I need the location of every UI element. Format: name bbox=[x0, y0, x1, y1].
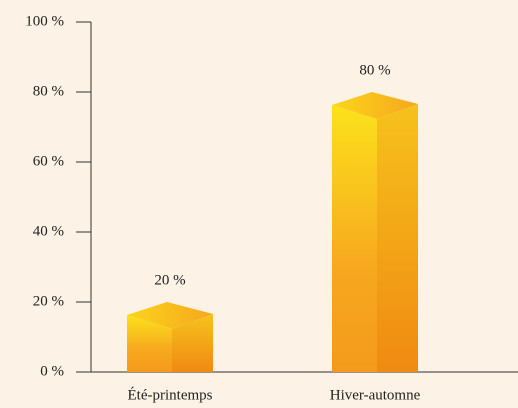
y-tick-label: 20 % bbox=[33, 293, 64, 309]
bar bbox=[332, 92, 418, 372]
x-tick-label: Été-printemps bbox=[128, 386, 213, 403]
x-tick-label: Hiver-automne bbox=[330, 387, 421, 403]
bar-top bbox=[332, 92, 418, 119]
bar-top bbox=[127, 302, 213, 329]
bar-side bbox=[377, 104, 418, 372]
y-tick-label: 100 % bbox=[25, 13, 64, 29]
y-tick-label: 40 % bbox=[33, 223, 64, 239]
y-tick-label: 60 % bbox=[33, 153, 64, 169]
y-tick-label: 80 % bbox=[33, 83, 64, 99]
y-tick-label: 0 % bbox=[40, 363, 64, 379]
value-label: 80 % bbox=[359, 62, 390, 78]
bar-front bbox=[332, 105, 377, 372]
value-label: 20 % bbox=[154, 272, 185, 288]
bar-front bbox=[127, 315, 172, 372]
bar bbox=[127, 302, 213, 372]
bar-side bbox=[172, 314, 213, 372]
